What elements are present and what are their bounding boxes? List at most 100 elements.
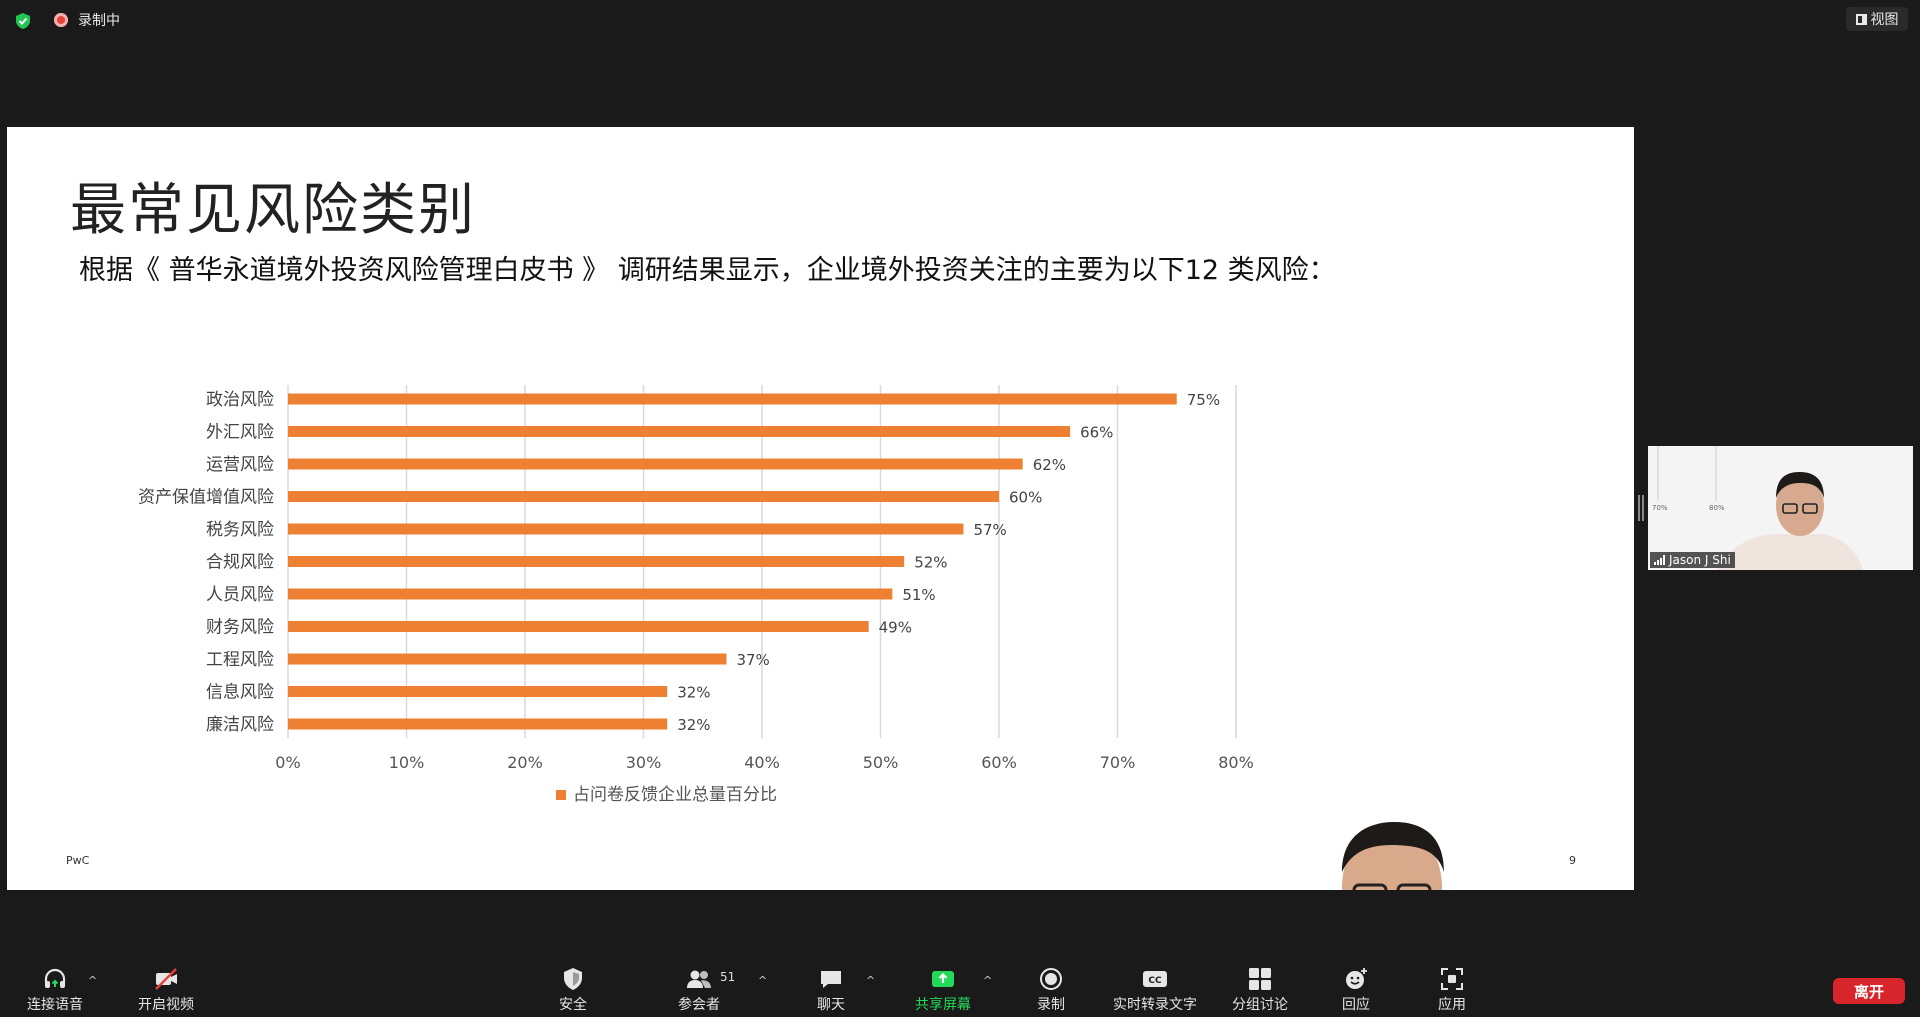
category-label: 运营风险	[206, 455, 274, 475]
x-tick-label: 10%	[389, 753, 425, 772]
video-off-icon	[155, 968, 177, 990]
apps-button[interactable]: 应用	[1407, 966, 1497, 1014]
participants-button[interactable]: 参会者	[654, 966, 744, 1014]
data-label: 57%	[973, 521, 1006, 539]
data-label: 32%	[677, 716, 710, 734]
chat-bubble-icon	[821, 971, 841, 988]
x-tick-label: 0%	[275, 753, 300, 772]
presenter-video-overlay	[1342, 822, 1444, 890]
apps-icon	[1441, 968, 1463, 990]
bar	[288, 588, 893, 600]
apps-button-label: 应用	[1438, 997, 1466, 1013]
bar	[288, 653, 727, 665]
thumbnail-drag-handle[interactable]	[1638, 495, 1644, 521]
data-label: 52%	[914, 554, 947, 572]
participant-thumbnail[interactable]: 70% 80% Jason J Shi	[1648, 446, 1913, 570]
risk-bar-chart: 0% 10% 20% 30% 40% 50% 60% 70% 80% 政治风险 75% 外汇风险 66%…	[138, 385, 1254, 805]
security-button[interactable]: 安全	[528, 966, 618, 1014]
recording-status-label: 录制中	[78, 13, 120, 29]
captions-cc-icon: CC	[1143, 971, 1167, 987]
bar	[288, 686, 668, 697]
signal-strength-icon	[1654, 555, 1665, 565]
data-label: 60%	[1009, 489, 1042, 507]
reactions-button-label: 回应	[1342, 997, 1370, 1013]
x-tick-label: 40%	[744, 753, 780, 772]
video-button[interactable]: 开启视频	[121, 966, 211, 1014]
breakout-grid-icon	[1249, 968, 1271, 990]
share-screen-icon	[932, 971, 954, 987]
thumb-tick-70: 70%	[1652, 504, 1668, 512]
smiley-plus-icon	[1346, 968, 1367, 989]
shield-check-icon[interactable]	[14, 12, 32, 30]
bar	[288, 426, 1071, 437]
share-options-caret[interactable]: ^	[983, 974, 993, 987]
participants-options-caret[interactable]: ^	[758, 974, 768, 987]
live-transcript-label: 实时转录文字	[1113, 997, 1197, 1013]
participants-count-badge: 51	[720, 970, 736, 984]
chat-button-label: 聊天	[817, 997, 845, 1013]
record-button-label: 录制	[1037, 997, 1065, 1013]
leave-meeting-button[interactable]: 离开	[1833, 978, 1905, 1004]
slide-title: 最常见风险类别	[70, 178, 476, 243]
chat-options-caret[interactable]: ^	[866, 974, 876, 987]
category-label: 廉洁风险	[206, 715, 274, 735]
bar	[288, 523, 964, 535]
bar	[288, 718, 668, 730]
breakout-rooms-label: 分组讨论	[1232, 997, 1288, 1013]
bar	[288, 621, 869, 632]
bar	[288, 491, 999, 502]
category-label: 工程风险	[206, 650, 274, 670]
thumbnail-video: 70% 80%	[1652, 446, 1863, 570]
chat-button[interactable]: 聊天	[786, 966, 876, 1014]
bar	[288, 393, 1177, 405]
record-icon	[1040, 968, 1062, 990]
chart-bars	[288, 393, 1177, 730]
view-button[interactable]: 视图	[1846, 7, 1908, 31]
bar	[288, 556, 905, 567]
legend-swatch	[556, 790, 566, 800]
x-tick-label: 50%	[863, 753, 899, 772]
data-label: 32%	[677, 684, 710, 702]
chart-legend: 占问卷反馈企业总量百分比	[556, 785, 777, 805]
meeting-toolbar: 连接语音 ^ 开启视频 安全 参会者 ^ 聊天 ^	[0, 960, 1920, 1017]
view-layout-icon	[1855, 13, 1867, 25]
headphones-icon	[44, 968, 66, 988]
data-label: 62%	[1033, 456, 1066, 474]
slide-subtitle: 根据《 普华永道境外投资风险管理白皮书 》 调研结果显示，企业境外投资关注的主要…	[79, 255, 1336, 286]
shield-icon	[564, 968, 582, 990]
x-tick-label: 70%	[1100, 753, 1136, 772]
security-button-label: 安全	[559, 997, 587, 1013]
data-label: 49%	[879, 619, 912, 637]
audio-button[interactable]: 连接语音	[10, 966, 100, 1014]
reactions-button[interactable]: 回应	[1311, 966, 1401, 1014]
category-label: 外汇风险	[206, 423, 274, 443]
participants-button-label: 参会者	[678, 997, 720, 1013]
audio-button-label: 连接语音	[27, 997, 83, 1013]
category-label: 合规风险	[206, 553, 274, 573]
data-label: 75%	[1187, 391, 1220, 409]
x-tick-label: 60%	[981, 753, 1017, 772]
data-label: 66%	[1080, 424, 1113, 442]
recording-indicator-icon	[54, 13, 68, 27]
bar	[288, 458, 1023, 470]
shared-screen-slide: 最常见风险类别 根据《 普华永道境外投资风险管理白皮书 》 调研结果显示，企业境…	[7, 127, 1634, 890]
chart-labels: 0% 10% 20% 30% 40% 50% 60% 70% 80% 政治风险 75% 外汇风险 66%…	[138, 390, 1254, 772]
captions-badge: CC	[1148, 976, 1162, 986]
thumb-tick-80: 80%	[1709, 504, 1725, 512]
record-button[interactable]: 录制	[1006, 966, 1096, 1014]
audio-options-caret[interactable]: ^	[88, 974, 98, 987]
share-screen-button[interactable]: 共享屏幕	[898, 966, 988, 1014]
legend-label: 占问卷反馈企业总量百分比	[573, 785, 777, 805]
share-screen-label: 共享屏幕	[915, 997, 971, 1013]
breakout-rooms-button[interactable]: 分组讨论	[1215, 966, 1305, 1014]
category-label: 信息风险	[206, 683, 274, 703]
category-label: 财务风险	[206, 618, 274, 638]
x-tick-label: 80%	[1218, 753, 1254, 772]
category-label: 资产保值增值风险	[138, 488, 274, 508]
view-button-label: 视图	[1870, 12, 1899, 28]
x-tick-label: 30%	[626, 753, 662, 772]
slide-page-number: 9	[1569, 854, 1576, 867]
participant-name: Jason J Shi	[1669, 553, 1731, 567]
meeting-top-bar: 录制中 视图	[0, 0, 1920, 40]
live-transcript-button[interactable]: CC 实时转录文字	[1110, 966, 1200, 1014]
